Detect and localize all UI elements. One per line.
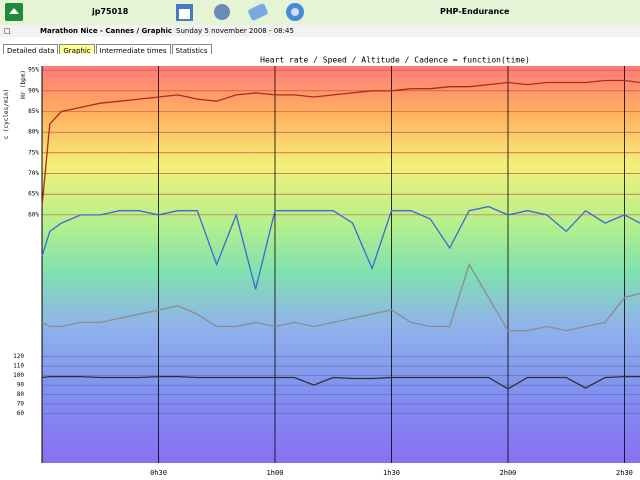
globe-icon[interactable] [214,4,230,20]
settings-hub [291,8,299,16]
y-tick-label: 95% [28,67,39,74]
series-line [41,205,640,290]
y2-tick-label: 80 [17,391,25,398]
y2-tick-label: 120 [13,353,24,360]
series-line [41,262,640,332]
y2-tick-label: 70 [17,401,25,408]
header-icons [5,3,304,21]
y2-tick-label: 60 [17,410,25,417]
close-box[interactable]: □ [4,27,11,35]
home-arrow [9,8,19,14]
y-tick-label: 85% [28,108,39,115]
subheader: □ Marathon Nice - Cannes / Graphic Sunda… [0,25,640,37]
y2-tick-label: 100 [13,372,24,379]
x-tick-label: 1h30 [383,469,400,477]
series-line [41,79,640,207]
x-tick-label: 2h00 [500,469,517,477]
plot-area [42,66,640,463]
y2-tick-label: 110 [13,363,24,370]
session-title: Marathon Nice - Cannes / Graphic [40,27,172,35]
x-tick-label: 2h30 [616,469,633,477]
session-date: Sunday 5 november 2008 - 08:45 [176,27,294,35]
device-icon[interactable] [247,3,268,21]
y-tick-label: 80% [28,129,39,136]
y-axis-label: c (cycles/min) [3,89,10,140]
header: jp75018 PHP-Endurance [0,0,640,26]
x-tick-label: 0h30 [150,469,167,477]
y-tick-label: 75% [28,149,39,156]
y-tick-label: 65% [28,191,39,198]
y-tick-label: 60% [28,211,39,218]
app-name: PHP-Endurance [440,7,510,16]
chart: Heart rate / Speed / Altitude / Cadence … [0,54,640,480]
calendar-page [179,9,190,19]
chart-title: Heart rate / Speed / Altitude / Cadence … [260,56,530,65]
y-tick-label: 90% [28,87,39,94]
y-tick-label: 70% [28,170,39,177]
y-axis-label: Hr (bpm) [20,70,27,99]
x-tick-label: 1h00 [267,469,284,477]
user-name: jp75018 [92,7,129,16]
tab-bar: Detailed data Graphic Intermediate times St… [3,38,213,58]
y2-tick-label: 90 [17,382,25,389]
series-line [41,375,640,390]
